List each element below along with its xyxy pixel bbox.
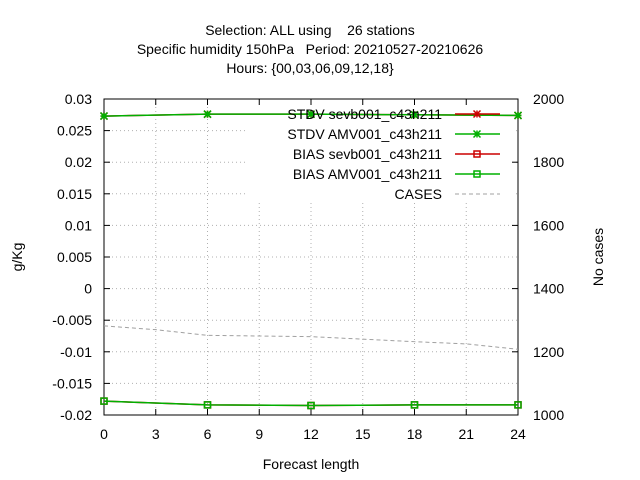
legend-label: BIAS sevb001_c43h211 [293,146,442,162]
grid-lines [104,99,518,415]
legend-marker [472,109,482,119]
y-axis-label: g/Kg [9,243,25,272]
y-tick-label: 0.005 [57,249,92,265]
title-line-2: Specific humidity 150hPa Period: 2021052… [137,41,484,57]
title-line-1: Selection: ALL using 26 stations [205,22,415,38]
legend-marker [472,129,482,139]
y2-axis-label: No cases [590,228,606,286]
series-line [103,400,518,407]
data-point [410,110,419,119]
y-tick-label: 0.03 [65,91,92,107]
y2-tick-label: 1200 [533,344,564,360]
x-tick-label: 0 [100,426,108,442]
y2-tick-label: 1000 [533,407,564,423]
y2-tick-label: 1400 [533,281,564,297]
y-tick-label: 0.025 [57,123,92,139]
y2-tick-label: 1800 [533,154,564,170]
legend-label: STDV AMV001_c43h211 [287,126,442,142]
x-tick-label: 6 [204,426,212,442]
x-axis-label: Forecast length [263,456,360,472]
x-tick-label: 21 [458,426,474,442]
y-tick-label: -0.005 [52,312,92,328]
data-point [203,110,212,119]
y-tick-label: 0.01 [65,217,92,233]
chart-title: Selection: ALL using 26 stations Specifi… [137,22,484,76]
data-point [410,401,419,409]
data-point [307,401,315,410]
data-point [513,111,523,120]
legend-background [248,103,516,203]
y2-tick-label: 1600 [533,217,564,233]
y-tick-label: 0 [84,281,92,297]
data-point [100,397,108,405]
x-tick-label: 12 [303,426,319,442]
data-point [203,401,212,409]
axes: 0 3 6 9 12 15 18 21 24 -0.02 -0.015 -0.01 -0.005 0 0.0… [52,91,564,442]
y-tick-label: 0.02 [65,154,92,170]
data-point [306,110,316,119]
data-point [99,112,109,121]
data-point [514,401,522,409]
legend-marker [473,170,481,178]
y-tick-label: -0.015 [52,375,92,391]
legend: STDV sevb001_c43h211 STDV AMV001_c43h211 B… [287,106,500,202]
x-tick-label: 9 [255,426,263,442]
legend-marker [473,150,481,158]
x-tick-label: 3 [152,426,160,442]
y-tick-label: 0.015 [57,186,92,202]
legend-label: BIAS AMV001_c43h211 [293,166,442,182]
x-tick-label: 15 [355,426,371,442]
x-tick-label: 24 [510,426,526,442]
legend-label: STDV sevb001_c43h211 [287,106,442,122]
series-layer [99,110,523,410]
y-tick-label: -0.01 [60,344,92,360]
title-line-3: Hours: {00,03,06,09,12,18} [226,60,394,76]
y-tick-label: -0.02 [60,407,92,423]
legend-label: CASES [395,186,442,202]
y2-tick-label: 2000 [533,91,564,107]
x-tick-label: 18 [407,426,423,442]
series-line [103,325,519,350]
